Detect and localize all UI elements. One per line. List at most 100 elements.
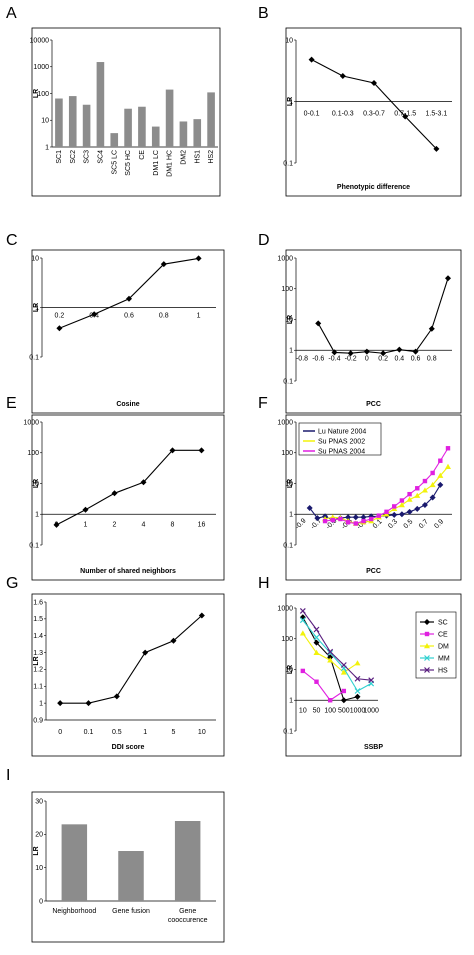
y-tick-label: 10 <box>285 37 293 44</box>
legend-label: CE <box>438 632 448 639</box>
data-point <box>438 458 443 463</box>
data-point <box>140 479 147 486</box>
data-point <box>406 496 413 502</box>
x-tick-label: 0.8 <box>427 355 437 362</box>
x-tick-label: DM2 <box>180 150 187 165</box>
x-tick-label: -0.4 <box>328 355 340 362</box>
data-point <box>313 639 320 646</box>
y-tick-label: 1 <box>35 305 39 312</box>
panel-b: B 0.1 1 10 LR Phenotypic difference 0-0.1 0.1-0… <box>258 5 462 197</box>
x-tick-label: 4 <box>142 521 146 528</box>
x-tick-label: 0.9 <box>433 518 445 530</box>
x-tick-label: 0.5 <box>403 518 415 530</box>
data-point <box>299 630 306 636</box>
y-tick-label: 0.1 <box>283 542 293 549</box>
x-tick-label: 500 <box>338 707 350 714</box>
x-tick-label: 0 <box>58 729 62 736</box>
bar <box>55 98 63 147</box>
y-tick-label: 0 <box>39 898 43 905</box>
y-tick-label: 1 <box>289 512 293 519</box>
bar <box>151 126 160 147</box>
panel-frame <box>31 791 225 943</box>
data-point <box>368 677 375 684</box>
panel-letter: I <box>6 767 10 784</box>
x-tick-label: 10 <box>299 707 307 714</box>
data-point <box>429 481 436 488</box>
x-tick-label: SC5 HC <box>125 150 132 176</box>
x-tick-label: SC4 <box>97 150 104 164</box>
y-tick-label: 0.1 <box>283 160 293 167</box>
x-tick-label: HS1 <box>194 150 201 164</box>
x-tick-label: 0.6 <box>124 312 134 319</box>
x-axis-label: Phenotypic difference <box>337 184 410 191</box>
y-tick-label: 1.2 <box>33 667 43 674</box>
data-point <box>391 511 398 518</box>
data-point <box>340 662 347 668</box>
x-tick-label: SC3 <box>84 150 91 164</box>
x-tick-label: 0.5 <box>112 729 122 736</box>
x-tick-label: DM1 LC <box>153 150 160 176</box>
x-axis-label: PCC <box>366 401 381 408</box>
bar <box>207 92 215 147</box>
data-point <box>399 498 405 503</box>
data-point <box>398 511 405 518</box>
data-point <box>327 698 333 703</box>
data-point <box>56 325 63 332</box>
y-tick-label: 30 <box>35 798 43 805</box>
data-point <box>338 516 343 522</box>
data-point <box>126 295 132 302</box>
y-axis-label: LR <box>33 656 40 665</box>
data-point <box>313 626 320 633</box>
data-point <box>53 521 60 528</box>
panel-frame <box>285 249 462 414</box>
x-tick-label: Gene fusion <box>112 908 150 915</box>
y-tick-label: 0.9 <box>33 717 43 724</box>
panel-letter: E <box>6 395 17 412</box>
bar <box>61 824 88 901</box>
data-point <box>195 255 202 262</box>
y-tick-label: 0.1 <box>29 542 39 549</box>
panel-d: D 0.1 1 10 100 1000 LR PCC -0.8 -0.6 -0.4 -0.2 0 0.2 0… <box>258 232 462 414</box>
data-point <box>421 487 428 493</box>
data-point <box>428 325 435 332</box>
data-point <box>398 501 405 508</box>
series-line <box>302 670 345 702</box>
data-point <box>352 514 359 521</box>
legend-label: MM <box>438 656 450 663</box>
data-point <box>57 700 64 707</box>
y-tick-label: 100 <box>37 91 49 98</box>
data-point <box>313 649 320 655</box>
data-point <box>327 648 334 655</box>
legend-label: Lu Nature 2004 <box>318 429 366 436</box>
x-tick-label: 0.6 <box>411 355 421 362</box>
y-tick-label: 10 <box>285 317 293 324</box>
panel-letter: A <box>6 5 17 22</box>
x-tick-label: SC2 <box>70 150 77 164</box>
series-line <box>302 619 372 692</box>
data-point <box>412 348 419 355</box>
bar <box>82 104 91 147</box>
data-point <box>368 516 374 522</box>
data-point <box>299 614 306 621</box>
y-tick-label: 1 <box>45 144 49 151</box>
y-tick-label: 1000 <box>23 419 39 426</box>
y-tick-label: 10 <box>35 865 43 872</box>
panel-frame <box>285 414 462 581</box>
data-point <box>315 320 322 327</box>
data-point <box>340 697 347 704</box>
data-point <box>345 514 352 521</box>
x-tick-label: 0.3 <box>387 518 399 530</box>
panel-e: E 0.1 1 10 100 1000 LR Number of shared neighbo… <box>6 395 225 581</box>
x-tick-label: 0.4 <box>394 355 404 362</box>
bar <box>118 851 144 901</box>
data-point <box>322 518 328 524</box>
y-axis-label: LR <box>287 97 294 106</box>
x-tick-label: 0 <box>365 355 369 362</box>
y-axis-label: LR <box>287 315 294 324</box>
data-point <box>160 261 167 268</box>
x-tick-label: 1 <box>197 312 201 319</box>
bar <box>165 89 174 147</box>
legend: SC CE DM MM HS <box>415 611 457 679</box>
y-axis-label: LR <box>287 479 294 488</box>
